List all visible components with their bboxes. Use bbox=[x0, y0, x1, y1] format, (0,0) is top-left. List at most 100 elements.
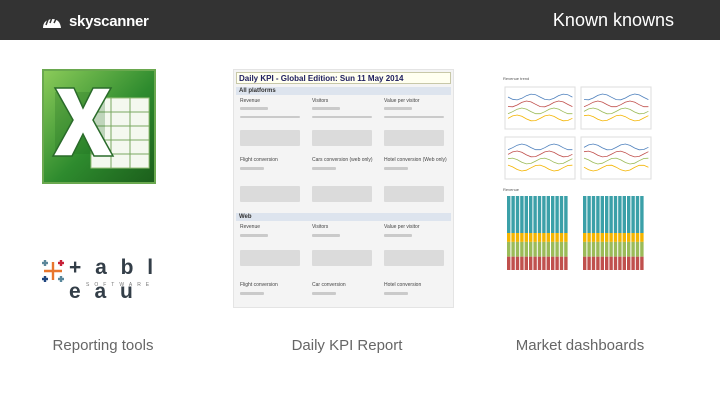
dashboard-bar-segment bbox=[511, 196, 515, 233]
dashboard-bar-segment bbox=[533, 241, 537, 257]
dashboard-bar-segment bbox=[546, 241, 550, 257]
dashboard-bar-segment bbox=[520, 196, 524, 233]
dashboard-bar-segment bbox=[542, 233, 546, 242]
dashboard-series-line bbox=[507, 93, 573, 101]
dashboard-bar-segment bbox=[583, 196, 587, 233]
dashboard-bar-segment bbox=[520, 256, 524, 270]
dashboard-bar-segment bbox=[564, 256, 568, 270]
report-metric-label: Flight conversion bbox=[240, 282, 278, 288]
dashboard-bar-segment bbox=[537, 233, 542, 242]
skyscanner-logo: skyscanner bbox=[40, 9, 149, 33]
dashboard-bar-segment bbox=[515, 256, 520, 270]
report-metric-label: Revenue bbox=[240, 224, 261, 230]
report-metric-label: Hotel conversion bbox=[384, 282, 422, 288]
dashboard-bar-segment bbox=[591, 256, 596, 270]
dashboard-bar-segment bbox=[627, 196, 631, 233]
dashboard-bar-segment bbox=[631, 233, 635, 242]
dashboard-bar-segment bbox=[613, 196, 618, 233]
caption-reporting-tools: Reporting tools bbox=[52, 337, 154, 354]
dashboard-bar-segment bbox=[605, 196, 609, 233]
dashboard-bar-segment bbox=[618, 233, 622, 242]
dashboard-bar-segment bbox=[533, 196, 537, 233]
report-section-heading: All platforms bbox=[236, 87, 451, 95]
report-title: Daily KPI - Global Edition: Sun 11 May 2… bbox=[236, 72, 451, 84]
dashboard-bar-segment bbox=[529, 233, 533, 242]
dashboard-bar-segment bbox=[583, 241, 587, 257]
dashboard-bar-segment bbox=[583, 256, 587, 270]
dashboard-bar-segment bbox=[583, 233, 587, 242]
caption-daily-kpi-report: Daily KPI Report bbox=[291, 337, 403, 354]
report-metric-label: Value per visitor bbox=[384, 98, 420, 104]
dashboard-bar-segment bbox=[559, 233, 564, 242]
dashboard-bar-segment bbox=[591, 233, 596, 242]
dashboard-bar-segment bbox=[511, 241, 515, 257]
dashboard-bar-segment bbox=[542, 196, 546, 233]
dashboard-bar-segment bbox=[529, 196, 533, 233]
dashboard-series-line bbox=[507, 100, 573, 108]
dashboard-bar-segment bbox=[551, 241, 555, 257]
dashboard-bar-segment bbox=[596, 241, 600, 257]
dashboard-panel-frame bbox=[580, 86, 652, 130]
dashboard-bar-segment bbox=[524, 256, 528, 270]
dashboard-bar-segment bbox=[537, 241, 542, 257]
dashboard-series-line bbox=[583, 143, 649, 151]
dashboard-bar-segment bbox=[533, 233, 537, 242]
dashboard-bar-segment bbox=[596, 233, 600, 242]
dashboard-bar-segment bbox=[600, 233, 604, 242]
dashboard-bar-segment bbox=[533, 256, 537, 270]
dashboard-bar-segment bbox=[618, 196, 622, 233]
dashboard-bar-segment bbox=[622, 256, 626, 270]
dashboard-series-line bbox=[507, 143, 573, 151]
dashboard-bar-segment bbox=[520, 241, 524, 257]
dashboard-bar-segment bbox=[546, 233, 550, 242]
dashboard-bar-segment bbox=[596, 256, 600, 270]
dashboard-series-line bbox=[583, 93, 649, 101]
dashboard-bar-segment bbox=[613, 233, 618, 242]
dashboard-panel-frame bbox=[504, 136, 576, 180]
dashboard-bar-segment bbox=[627, 256, 631, 270]
dashboard-series-line bbox=[583, 157, 649, 165]
dashboard-bar-segment bbox=[609, 196, 613, 233]
dashboard-series-line bbox=[583, 107, 649, 115]
dashboard-bar-segment bbox=[635, 256, 640, 270]
tableau-logo-icon: + a b l e a u SOFTWARE bbox=[40, 256, 168, 303]
report-metric-label: Visitors bbox=[312, 98, 329, 104]
skyscanner-cloud-icon bbox=[43, 14, 61, 28]
dashboard-bar-segment bbox=[555, 196, 559, 233]
dashboard-bar-segment bbox=[564, 241, 568, 257]
dashboard-bar-segment bbox=[591, 241, 596, 257]
dashboard-bar-segment bbox=[587, 196, 591, 233]
dashboard-bar-segment bbox=[609, 241, 613, 257]
report-metric-label: Cars conversion (web only) bbox=[312, 157, 373, 163]
dashboard-bar-segment bbox=[605, 241, 609, 257]
dashboard-bar-segment bbox=[613, 241, 618, 257]
dashboard-bar-segment bbox=[542, 256, 546, 270]
dashboard-bar-segment bbox=[524, 233, 528, 242]
dashboard-bar-segment bbox=[635, 196, 640, 233]
dashboard-bar-segment bbox=[622, 233, 626, 242]
dashboard-series-line bbox=[583, 150, 649, 158]
dashboard-series-line bbox=[507, 114, 573, 122]
dashboard-bar-segment bbox=[507, 256, 511, 270]
dashboard-bar-segment bbox=[507, 241, 511, 257]
excel-logo-icon bbox=[41, 68, 157, 185]
dashboard-bar-segment bbox=[587, 256, 591, 270]
dashboard-bar-segment bbox=[546, 196, 550, 233]
dashboard-bar-segment bbox=[640, 233, 644, 242]
dashboard-bar-segment bbox=[515, 196, 520, 233]
dashboard-bar-segment bbox=[596, 196, 600, 233]
dashboard-series-line bbox=[507, 107, 573, 115]
dashboard-bar-segment bbox=[551, 233, 555, 242]
dashboard-bar-segment bbox=[511, 256, 515, 270]
dashboard-bar-segment bbox=[559, 256, 564, 270]
dashboard-bar-segment bbox=[631, 256, 635, 270]
dashboard-bar-segment bbox=[537, 196, 542, 233]
dashboard-bar-segment bbox=[622, 241, 626, 257]
dashboard-bar-segment bbox=[555, 256, 559, 270]
report-metric-label: Hotel conversion (Web only) bbox=[384, 157, 447, 163]
dashboard-bar-segment bbox=[546, 256, 550, 270]
dashboard-bar-segment bbox=[635, 233, 640, 242]
dashboard-bar-segment bbox=[524, 241, 528, 257]
report-metric-label: Value per visitor bbox=[384, 224, 420, 230]
top-bar: skyscanner Known knowns bbox=[0, 0, 720, 40]
